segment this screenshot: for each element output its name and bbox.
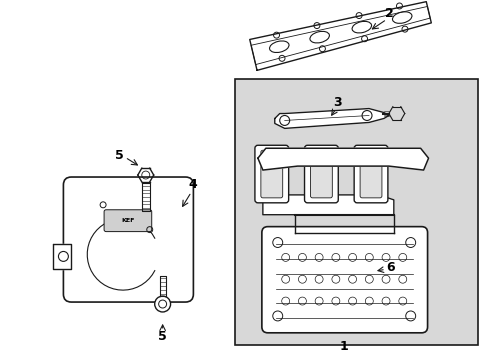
- FancyBboxPatch shape: [353, 145, 387, 203]
- FancyBboxPatch shape: [262, 227, 427, 333]
- FancyBboxPatch shape: [359, 150, 381, 198]
- Text: 2: 2: [384, 7, 392, 20]
- Polygon shape: [274, 109, 388, 129]
- Text: KEF: KEF: [121, 218, 134, 223]
- Bar: [235, 79, 477, 345]
- Polygon shape: [249, 2, 430, 70]
- FancyBboxPatch shape: [304, 145, 338, 203]
- Circle shape: [154, 296, 170, 312]
- Polygon shape: [257, 148, 427, 170]
- Text: 1: 1: [339, 340, 348, 353]
- FancyBboxPatch shape: [254, 145, 288, 203]
- FancyBboxPatch shape: [104, 210, 151, 231]
- Text: 3: 3: [332, 96, 341, 109]
- Text: 6: 6: [386, 261, 394, 274]
- Polygon shape: [263, 195, 393, 215]
- FancyBboxPatch shape: [63, 177, 193, 302]
- FancyBboxPatch shape: [260, 150, 282, 198]
- Text: 4: 4: [188, 179, 196, 192]
- Text: 5: 5: [114, 149, 123, 162]
- Text: 5: 5: [158, 330, 167, 343]
- Polygon shape: [53, 244, 71, 269]
- FancyBboxPatch shape: [310, 150, 332, 198]
